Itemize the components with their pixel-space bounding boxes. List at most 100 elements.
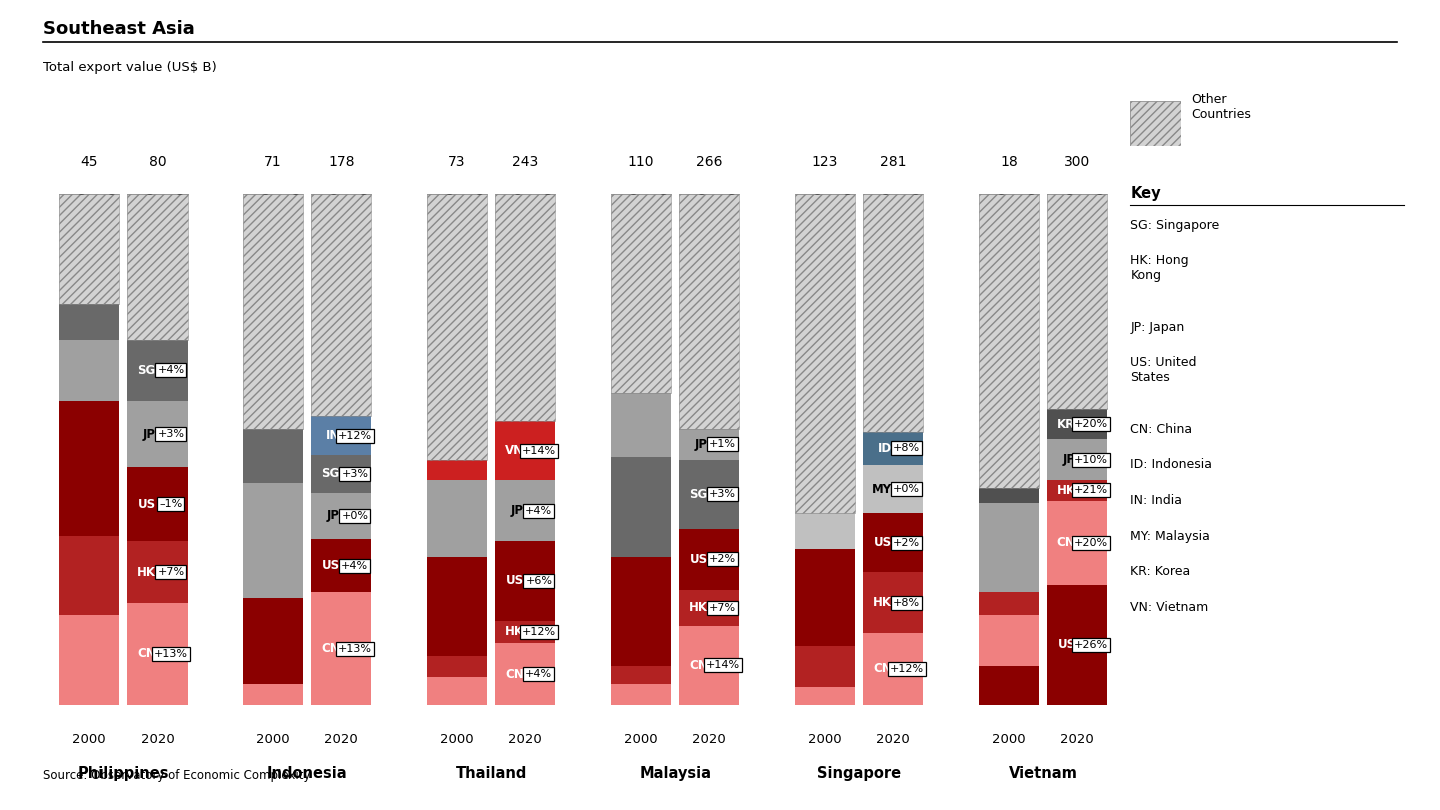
Bar <box>1047 480 1107 501</box>
Bar <box>428 178 487 194</box>
Text: HK: Hong
Kong: HK: Hong Kong <box>1130 254 1189 283</box>
Bar <box>795 194 855 514</box>
Text: JP: JP <box>511 505 524 518</box>
Bar <box>428 556 487 656</box>
Text: US: US <box>505 574 524 587</box>
Bar <box>495 194 556 421</box>
Bar <box>1047 585 1107 705</box>
Bar <box>495 643 556 705</box>
Bar <box>243 598 304 684</box>
Bar <box>795 549 855 646</box>
Text: Thailand: Thailand <box>455 766 527 781</box>
Text: CN: CN <box>137 647 156 660</box>
Bar <box>127 401 187 467</box>
Text: KR: KR <box>1057 417 1076 431</box>
Text: 71: 71 <box>265 155 282 169</box>
Text: +4%: +4% <box>526 669 553 679</box>
Text: JP: JP <box>694 438 707 451</box>
Bar <box>243 684 304 705</box>
Bar <box>611 684 671 705</box>
Text: +12%: +12% <box>521 627 556 637</box>
Bar <box>428 656 487 676</box>
Bar <box>979 194 1040 488</box>
Text: HK: HK <box>1057 484 1076 497</box>
Bar <box>311 178 372 194</box>
Text: US: US <box>874 536 891 549</box>
Text: 45: 45 <box>81 155 98 169</box>
Bar <box>495 421 556 480</box>
Bar <box>311 493 372 539</box>
Bar <box>680 625 739 705</box>
Text: +8%: +8% <box>893 598 920 608</box>
Text: +0%: +0% <box>893 484 920 494</box>
Text: Indonesia: Indonesia <box>266 766 347 781</box>
Bar <box>863 178 923 194</box>
Bar <box>59 194 120 304</box>
Text: JP: JP <box>327 509 340 522</box>
Text: +4%: +4% <box>157 365 184 376</box>
Text: 80: 80 <box>148 155 166 169</box>
Text: 123: 123 <box>812 155 838 169</box>
Bar <box>495 194 556 421</box>
Text: 2020: 2020 <box>877 733 910 746</box>
Bar <box>863 465 923 514</box>
Bar <box>127 603 187 705</box>
Bar <box>680 194 739 429</box>
Text: US: United
States: US: United States <box>1130 356 1197 385</box>
Bar <box>428 194 487 460</box>
Bar <box>127 541 187 603</box>
Bar <box>311 194 372 416</box>
Text: CN: CN <box>505 667 524 680</box>
Bar <box>795 178 855 194</box>
Text: Singapore: Singapore <box>816 766 901 781</box>
Bar <box>979 178 1040 194</box>
Text: +4%: +4% <box>526 505 553 516</box>
Text: +26%: +26% <box>1074 640 1107 650</box>
Text: Southeast Asia: Southeast Asia <box>43 20 194 38</box>
Bar <box>611 457 671 556</box>
Bar <box>428 676 487 705</box>
Text: JP: JP <box>1063 454 1076 467</box>
Bar <box>127 467 187 541</box>
Text: HK: HK <box>505 625 524 638</box>
Text: KR: Korea: KR: Korea <box>1130 565 1191 578</box>
Bar <box>863 194 923 432</box>
Text: +21%: +21% <box>1074 485 1107 496</box>
Bar <box>863 178 923 194</box>
Text: 2000: 2000 <box>256 733 289 746</box>
Bar <box>979 178 1040 194</box>
Bar <box>127 194 187 340</box>
Text: 73: 73 <box>448 155 467 169</box>
Bar <box>311 539 372 592</box>
Bar <box>680 529 739 590</box>
Text: US: US <box>1057 638 1076 651</box>
Bar <box>795 687 855 705</box>
Text: 2020: 2020 <box>693 733 726 746</box>
Text: 2000: 2000 <box>992 733 1025 746</box>
Text: CN: CN <box>873 663 891 676</box>
Bar <box>863 194 923 432</box>
Bar <box>59 178 120 194</box>
Bar <box>979 194 1040 488</box>
Text: +3%: +3% <box>157 429 184 439</box>
Text: +12%: +12% <box>890 664 924 674</box>
Bar <box>611 556 671 667</box>
Bar <box>428 194 487 460</box>
Text: ID: ID <box>877 441 891 454</box>
Bar <box>611 178 671 194</box>
Text: +13%: +13% <box>338 644 372 654</box>
Text: +2%: +2% <box>708 554 736 565</box>
Text: +1%: +1% <box>710 440 736 450</box>
Bar <box>1047 194 1107 409</box>
Bar <box>495 178 556 194</box>
Bar <box>59 178 120 194</box>
Bar <box>243 429 304 483</box>
Text: +3%: +3% <box>341 469 369 479</box>
Text: 243: 243 <box>513 155 539 169</box>
Bar <box>1047 409 1107 439</box>
Bar <box>979 592 1040 616</box>
Bar <box>127 194 187 340</box>
Text: CN: CN <box>321 642 340 655</box>
Bar <box>863 514 923 572</box>
Bar <box>611 394 671 457</box>
